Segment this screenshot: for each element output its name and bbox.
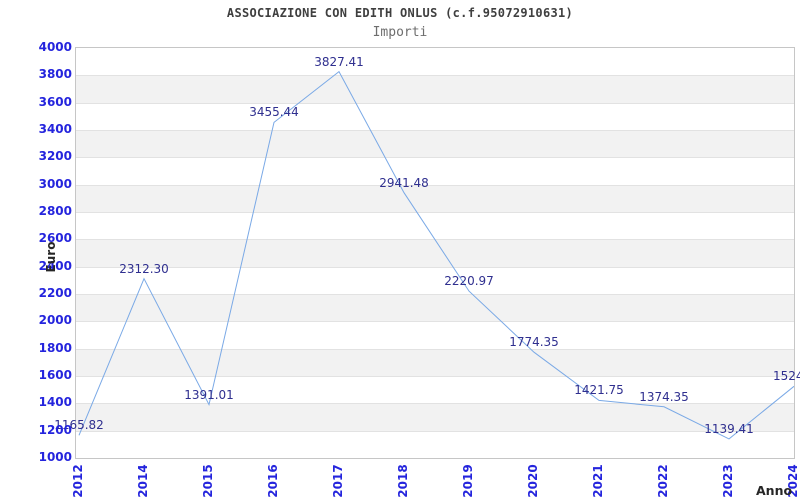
y-tick-label: 3800 bbox=[38, 67, 72, 82]
x-tick-label: 2017 bbox=[331, 464, 345, 498]
point-label: 2220.97 bbox=[444, 274, 494, 289]
y-tick-label: 1800 bbox=[38, 340, 72, 355]
gridline bbox=[76, 212, 794, 213]
line-series-svg bbox=[78, 70, 794, 440]
y-tick-label: 1400 bbox=[38, 395, 72, 410]
y-tick-label: 3000 bbox=[38, 176, 72, 191]
x-axis-title: Anno bbox=[756, 483, 793, 498]
y-tick-label: 1000 bbox=[38, 450, 72, 464]
y-tick-label: 1600 bbox=[38, 368, 72, 382]
y-axis-title: Euro bbox=[44, 241, 58, 273]
point-label: 3827.41 bbox=[314, 54, 364, 69]
x-tick-label: 2012 bbox=[71, 464, 85, 498]
gridline bbox=[76, 348, 794, 350]
plot-band bbox=[76, 212, 794, 240]
x-tick-label: 2020 bbox=[526, 464, 540, 498]
plot-band bbox=[76, 348, 794, 376]
gridline bbox=[76, 184, 794, 186]
point-label: 1524.8 bbox=[773, 369, 800, 384]
x-tick-label: 2018 bbox=[396, 464, 410, 498]
plot-band bbox=[76, 102, 794, 130]
y-tick-label: 3600 bbox=[38, 94, 72, 109]
y-tick-label: 1200 bbox=[38, 422, 72, 437]
point-label: 2941.48 bbox=[379, 175, 429, 190]
x-tick-label: 2023 bbox=[721, 464, 735, 498]
gridline bbox=[76, 266, 794, 268]
plot-band bbox=[76, 157, 794, 185]
point-label: 1139.41 bbox=[704, 421, 754, 436]
gridline bbox=[76, 430, 794, 432]
gridline bbox=[76, 75, 794, 77]
gridline bbox=[76, 403, 794, 405]
y-tick-label: 2400 bbox=[38, 258, 72, 273]
y-tick-label: 2000 bbox=[38, 313, 72, 328]
chart-subtitle: Importi bbox=[372, 25, 428, 40]
point-label: 3455.44 bbox=[249, 105, 299, 120]
x-tick-label: 2015 bbox=[201, 464, 215, 498]
y-tick-label: 4000 bbox=[38, 40, 72, 54]
plot-band bbox=[76, 48, 794, 76]
plot-band bbox=[76, 184, 794, 212]
plot-band bbox=[76, 266, 794, 294]
x-tick-label: 2022 bbox=[656, 464, 670, 498]
y-tick-label: 3200 bbox=[38, 149, 72, 164]
plot-band bbox=[76, 403, 794, 431]
data-line bbox=[78, 70, 794, 440]
gridline bbox=[76, 376, 794, 377]
x-tick-label: 2021 bbox=[591, 464, 605, 498]
plot-band bbox=[76, 130, 794, 158]
chart-title: ASSOCIAZIONE CON EDITH ONLUS (c.f.950729… bbox=[226, 6, 574, 20]
gridline bbox=[76, 321, 794, 323]
point-label: 1774.35 bbox=[509, 335, 559, 350]
plot-band bbox=[76, 430, 794, 458]
y-tick-label: 2600 bbox=[38, 231, 72, 246]
y-tick-label: 2200 bbox=[38, 286, 72, 300]
gridline bbox=[76, 102, 794, 104]
plot-area: 1165.82 2312.30 1391.01 3455.44 3827.41 2941.… bbox=[54, 47, 800, 459]
point-label: 1391.01 bbox=[184, 387, 234, 402]
x-tick-label: 2019 bbox=[461, 464, 475, 498]
x-tick-label: 2016 bbox=[266, 464, 280, 498]
plot-band bbox=[76, 75, 794, 103]
point-label: 1421.75 bbox=[574, 383, 624, 398]
y-tick-label: 3400 bbox=[38, 122, 72, 136]
plot-band bbox=[76, 239, 794, 267]
plot-band bbox=[76, 321, 794, 349]
point-label: 2312.30 bbox=[119, 261, 169, 276]
x-tick-label: 2014 bbox=[136, 464, 150, 498]
point-label: 1165.82 bbox=[54, 418, 104, 433]
y-tick-label: 2800 bbox=[38, 204, 72, 218]
gridline bbox=[76, 157, 794, 159]
point-label: 1374.35 bbox=[639, 389, 689, 404]
gridline bbox=[76, 294, 794, 295]
plot-band bbox=[76, 376, 794, 404]
gridline bbox=[76, 130, 794, 131]
plot-band bbox=[76, 294, 794, 322]
